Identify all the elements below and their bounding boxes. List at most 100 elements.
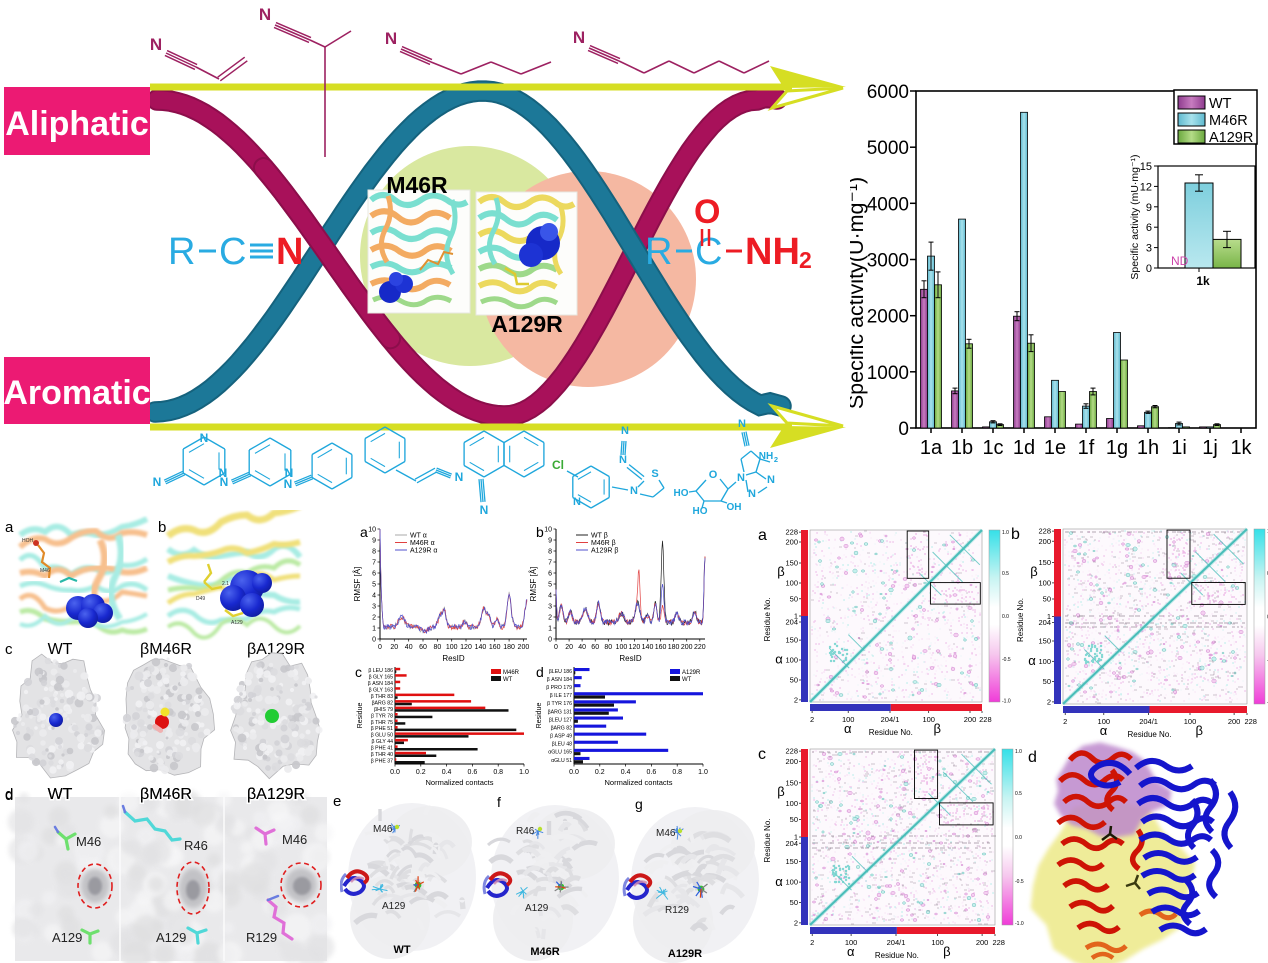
svg-text:4: 4	[548, 593, 552, 600]
svg-text:2: 2	[548, 615, 552, 622]
svg-text:100: 100	[446, 644, 458, 651]
svg-text:0: 0	[548, 637, 552, 644]
svg-text:50: 50	[790, 676, 798, 685]
svg-text:b: b	[158, 519, 166, 536]
svg-text:βA129R: βA129R	[247, 641, 305, 658]
svg-text:3: 3	[1146, 243, 1152, 255]
svg-text:β THR 83: β THR 83	[371, 694, 393, 700]
svg-text:α: α	[844, 721, 852, 736]
svg-text:e: e	[333, 793, 341, 810]
svg-text:β: β	[934, 721, 941, 736]
svg-text:N: N	[220, 475, 229, 489]
svg-text:1h: 1h	[1137, 437, 1159, 459]
svg-text:β GLY 163: β GLY 163	[369, 687, 394, 693]
svg-text:228: 228	[979, 715, 992, 724]
svg-text:1: 1	[794, 833, 798, 842]
svg-text:Normalized contacts: Normalized contacts	[605, 778, 673, 787]
svg-text:200: 200	[976, 938, 989, 947]
svg-text:100: 100	[785, 878, 798, 887]
svg-text:d: d	[536, 664, 544, 680]
svg-text:β: β	[777, 784, 784, 799]
svg-text:2: 2	[810, 938, 814, 947]
svg-text:HOH: HOH	[22, 538, 34, 544]
svg-text:ResID: ResID	[619, 654, 641, 663]
svg-text:1b: 1b	[951, 437, 973, 459]
svg-text:a: a	[360, 524, 368, 540]
svg-text:A129R: A129R	[682, 670, 701, 676]
svg-text:N: N	[200, 431, 209, 445]
svg-text:βHIS 79: βHIS 79	[374, 707, 393, 713]
svg-text:150: 150	[1038, 558, 1051, 567]
svg-text:N: N	[276, 231, 303, 273]
svg-text:WT: WT	[48, 786, 73, 803]
svg-text:1d: 1d	[1013, 437, 1035, 459]
svg-text:100: 100	[1038, 657, 1051, 666]
svg-text:10: 10	[368, 527, 376, 534]
svg-text:50: 50	[790, 594, 798, 603]
svg-text:40: 40	[578, 644, 586, 651]
svg-text:N: N	[737, 472, 745, 484]
svg-text:N: N	[630, 485, 638, 497]
svg-text:βM46R: βM46R	[140, 786, 192, 803]
svg-text:βARG 82: βARG 82	[551, 725, 573, 731]
svg-text:0.2: 0.2	[595, 769, 605, 776]
svg-text:R: R	[168, 231, 195, 273]
svg-text:200: 200	[1038, 537, 1051, 546]
svg-text:C: C	[219, 231, 246, 273]
svg-text:1g: 1g	[1106, 437, 1128, 459]
svg-text:2: 2	[774, 455, 778, 464]
svg-text:N: N	[619, 454, 627, 466]
svg-text:6: 6	[548, 571, 552, 578]
svg-text:140: 140	[642, 644, 654, 651]
svg-text:β ASN 184: β ASN 184	[547, 677, 572, 683]
svg-text:α: α	[775, 874, 783, 889]
svg-text:150: 150	[785, 857, 798, 866]
svg-text:7: 7	[548, 560, 552, 567]
svg-text:N: N	[284, 477, 293, 491]
svg-text:Residue No.: Residue No.	[1016, 598, 1025, 642]
svg-text:200: 200	[964, 715, 977, 724]
svg-text:a: a	[758, 527, 767, 544]
svg-text:N: N	[573, 28, 585, 47]
svg-text:β THR 75: β THR 75	[371, 720, 393, 726]
svg-text:αGLU 165: αGLU 165	[548, 750, 572, 756]
svg-text:160: 160	[489, 644, 501, 651]
svg-text:1.0: 1.0	[1015, 749, 1022, 755]
svg-text:6: 6	[372, 571, 376, 578]
svg-text:150: 150	[1038, 637, 1051, 646]
svg-text:Residue No.: Residue No.	[869, 728, 913, 737]
svg-text:1c: 1c	[982, 437, 1003, 459]
svg-text:2: 2	[1047, 698, 1051, 707]
svg-text:N: N	[748, 488, 756, 500]
svg-text:150: 150	[785, 778, 798, 787]
svg-text:g: g	[635, 796, 643, 812]
svg-text:α: α	[847, 944, 855, 959]
svg-text:ResID: ResID	[442, 654, 464, 663]
svg-text:80: 80	[434, 644, 442, 651]
svg-text:N: N	[150, 35, 162, 54]
svg-text:WT: WT	[48, 641, 73, 658]
svg-text:1k: 1k	[1230, 437, 1252, 459]
svg-text:α: α	[775, 652, 783, 667]
svg-text:228: 228	[1038, 527, 1051, 536]
svg-text:c: c	[5, 641, 13, 658]
svg-text:50: 50	[1043, 595, 1051, 604]
svg-text:60: 60	[419, 644, 427, 651]
svg-text:β PHE 37: β PHE 37	[371, 759, 393, 765]
svg-text:1f: 1f	[1078, 437, 1095, 459]
svg-text:60: 60	[591, 644, 599, 651]
svg-text:2: 2	[810, 715, 814, 724]
svg-text:A129R α: A129R α	[410, 548, 437, 555]
svg-text:N: N	[219, 466, 228, 480]
svg-text:228: 228	[785, 747, 798, 756]
svg-text:0.4: 0.4	[621, 769, 631, 776]
svg-text:0.6: 0.6	[647, 769, 657, 776]
svg-text:200: 200	[785, 757, 798, 766]
svg-text:WT β: WT β	[591, 533, 608, 540]
svg-text:M46R α: M46R α	[410, 540, 435, 547]
svg-text:β GLY 165: β GLY 165	[369, 675, 394, 681]
svg-text:0.0: 0.0	[390, 769, 400, 776]
svg-text:N: N	[153, 475, 162, 489]
svg-text:1: 1	[794, 612, 798, 621]
svg-text:S: S	[651, 468, 658, 480]
